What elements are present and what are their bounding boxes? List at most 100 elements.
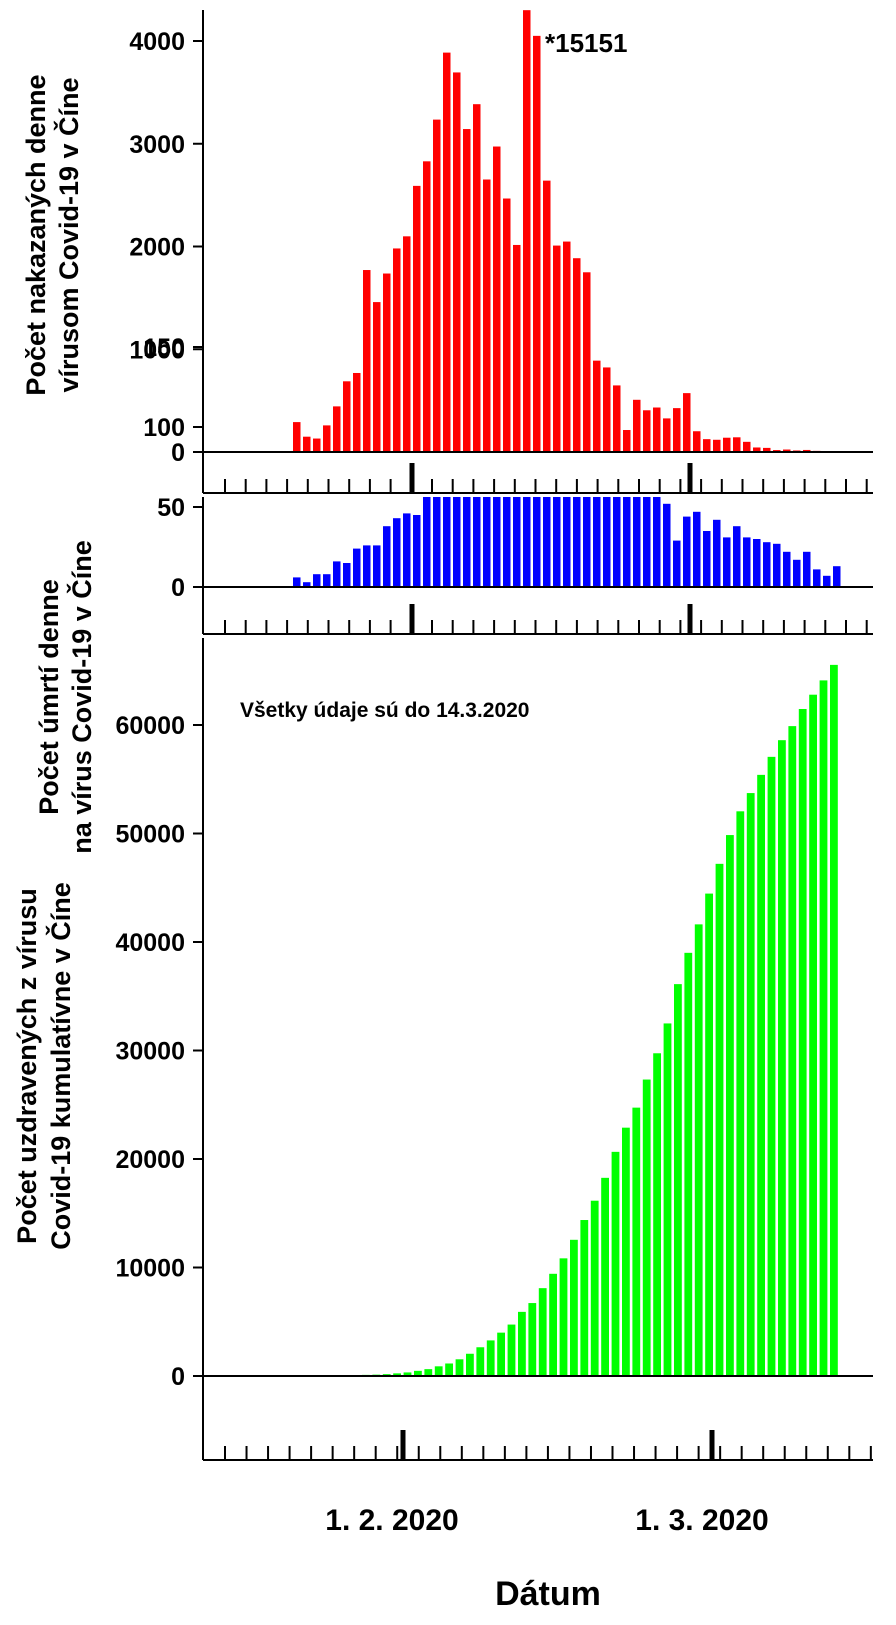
bar [423, 161, 431, 452]
bar [763, 542, 771, 587]
bar [778, 740, 786, 1376]
bar [703, 531, 711, 587]
bar [570, 1239, 578, 1376]
bar [753, 539, 761, 587]
bar [443, 497, 451, 587]
y-tick-label: 4000 [129, 28, 185, 56]
bar [713, 519, 721, 587]
bar [533, 497, 541, 587]
bar [383, 273, 391, 452]
ylabel-deaths-line2: na vírus Covid-19 v Číne [66, 540, 97, 854]
bar [703, 439, 711, 452]
bar [333, 406, 341, 452]
bar [603, 367, 611, 452]
bar [563, 497, 571, 587]
bar [373, 545, 381, 587]
bar [705, 893, 713, 1376]
bar [424, 1369, 433, 1376]
bar [736, 811, 745, 1376]
bar [523, 10, 531, 453]
bar [803, 449, 811, 452]
bar [323, 574, 331, 587]
bar [723, 437, 731, 452]
bar [373, 302, 381, 452]
bar [823, 575, 831, 587]
ylabel-infections-line2: vírusom Covid-19 v Číne [53, 77, 84, 392]
panel-deaths: Počet úmrtí denne na vírus Covid-19 v Čí… [34, 334, 873, 854]
bar [393, 1373, 401, 1376]
bar [476, 1347, 485, 1376]
panel-infections: Počet nakazaných denne vírusom Covid-19 … [21, 10, 873, 494]
y-tick-label: 0 [171, 439, 185, 467]
bar [726, 835, 734, 1376]
bar [723, 537, 731, 587]
bar [463, 497, 471, 587]
bar [443, 52, 451, 452]
bar [798, 708, 807, 1376]
date-label-mar: 1. 3. 2020 [635, 1504, 768, 1537]
bar [483, 179, 491, 452]
bar [507, 1324, 516, 1376]
bar [413, 515, 421, 587]
bar [423, 497, 431, 587]
bar [313, 574, 321, 587]
bar [580, 1220, 589, 1376]
bar [633, 399, 641, 452]
bar [684, 952, 693, 1376]
bars-recovered [310, 664, 838, 1377]
bar [518, 1311, 526, 1376]
bar [746, 793, 755, 1376]
bar [549, 1273, 557, 1376]
bar [393, 518, 401, 587]
bar [767, 756, 776, 1376]
bar [833, 566, 841, 587]
bar [611, 1151, 620, 1376]
bar [343, 381, 351, 452]
bar [573, 497, 581, 587]
bars-deaths [293, 497, 841, 587]
bar [293, 422, 301, 452]
bar [623, 430, 631, 452]
y-tick-label: 60000 [115, 712, 185, 740]
data-note: Všetky údaje sú do 14.3.2020 [240, 699, 530, 722]
bar [353, 548, 361, 587]
bar [590, 1200, 599, 1376]
bar [393, 248, 401, 452]
bar [783, 551, 791, 587]
bar [463, 129, 471, 452]
bar [559, 1258, 568, 1376]
y-tick-label: 1000 [129, 336, 185, 364]
bar [434, 1366, 443, 1376]
y-tick-label: 0 [171, 1363, 185, 1391]
bar [819, 680, 828, 1376]
bar [333, 561, 341, 587]
bar [783, 449, 791, 452]
bar [593, 360, 601, 452]
bar [653, 1053, 661, 1376]
y-tick-label: 100 [143, 414, 185, 442]
y-tick-label: 50000 [115, 821, 185, 849]
bar [293, 577, 301, 587]
y-axis-recovered: 0 10000 20000 30000 40000 50000 60000 [115, 638, 204, 1460]
bar [622, 1127, 630, 1376]
bar [653, 497, 661, 587]
bar [493, 146, 501, 453]
bar [343, 563, 351, 587]
bar [303, 436, 311, 452]
bar [653, 407, 661, 452]
bar [583, 272, 591, 452]
bar [363, 545, 371, 587]
bar [733, 437, 741, 452]
bar [601, 1177, 609, 1376]
ylabel-recovered-line2: Covid-19 kumulatívne v Číne [45, 882, 76, 1250]
bar [623, 497, 631, 587]
ylabel-infections-line1: Počet nakazaných denne [21, 74, 51, 395]
bar [563, 241, 571, 452]
bar [693, 431, 701, 452]
bar [763, 447, 771, 452]
bar [573, 258, 581, 452]
bar [743, 441, 751, 452]
bar [403, 513, 411, 587]
bar [445, 1363, 453, 1376]
y-axis-deaths: 0 50 100 150 [143, 334, 204, 634]
